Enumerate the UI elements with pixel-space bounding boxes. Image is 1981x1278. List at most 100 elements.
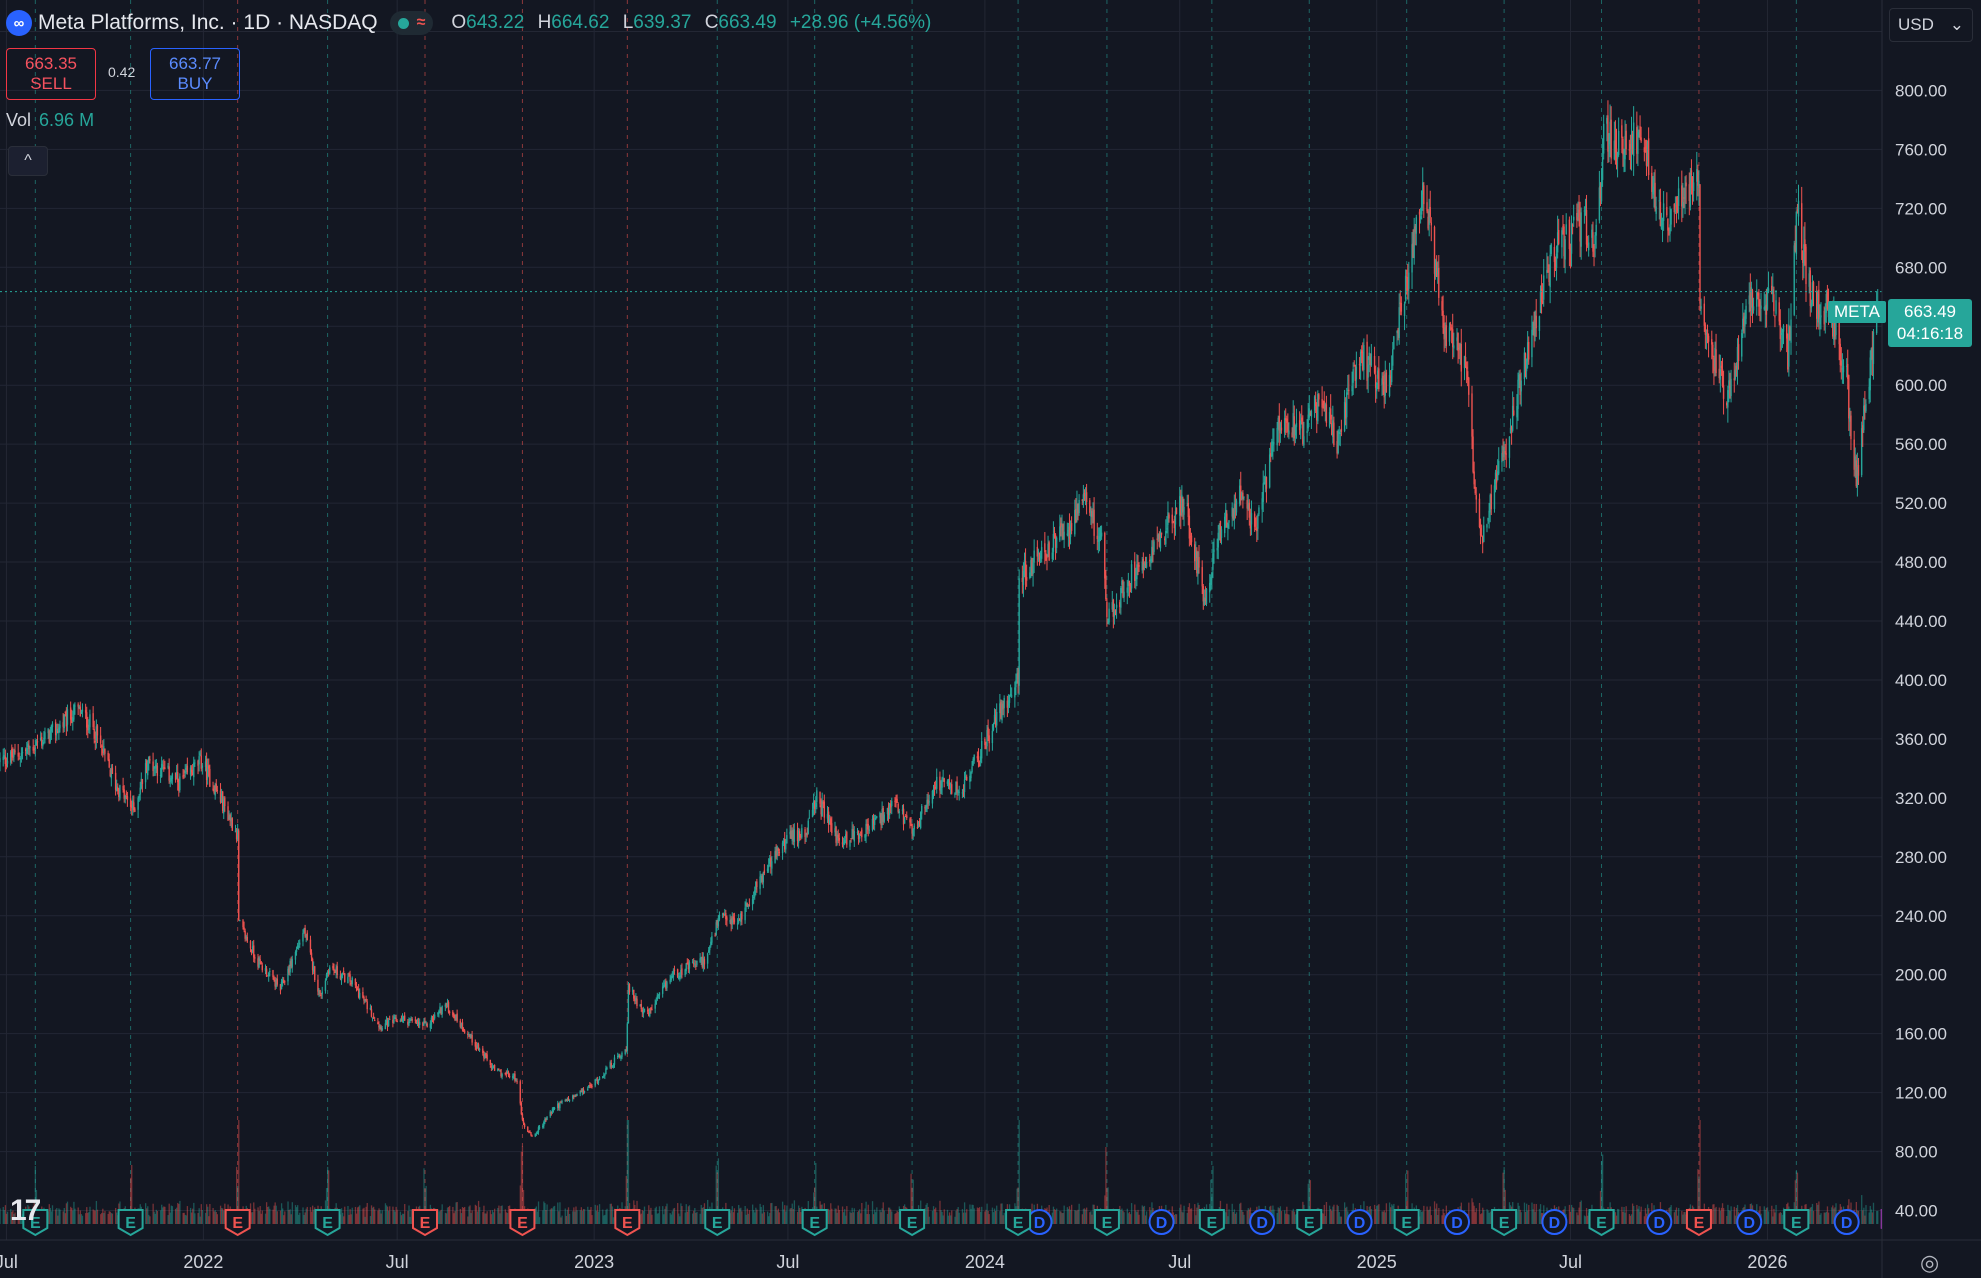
candle-body [395,1017,397,1022]
candle-body [1629,143,1632,150]
volume-bar [994,1210,997,1224]
volume-bar [470,1213,472,1224]
volume-bar [407,1210,409,1224]
volume-bar [927,1206,929,1224]
candle-body [1516,405,1518,418]
collapse-legend-button[interactable]: ^ [8,146,48,176]
volume-bar [1831,1207,1833,1224]
candle-body [238,830,240,921]
candle-body [1385,372,1388,392]
volume-bar [1811,1203,1814,1224]
volume-bar [373,1206,375,1224]
candle-body [679,975,681,978]
candle-body [1055,537,1058,548]
marker-label: E [517,1215,528,1232]
candle-body [1606,117,1608,124]
marker-label: D [1549,1215,1561,1232]
candle-body [1397,328,1399,334]
volume-bar [1771,1205,1773,1224]
candle-body [1413,228,1415,259]
candle-body [62,722,64,727]
candle-body [646,1009,649,1012]
candle-body [1023,559,1026,571]
volume-bar [148,1214,150,1224]
candle-body [29,746,31,748]
market-status-pill[interactable]: ≈ [389,11,434,35]
volume-bar [393,1209,395,1224]
volume-bar [755,1207,757,1224]
candle-body [1490,494,1492,510]
candle-body [1329,408,1332,420]
candle-body [1463,355,1466,369]
candle-body [1475,495,1477,500]
candle-body [514,1073,516,1081]
candle-body [1113,611,1116,617]
candle-body [1449,323,1452,325]
candle-body [1420,190,1423,215]
volume-bar [680,1203,682,1224]
candle-body [299,942,301,945]
volume-bar [96,1209,99,1224]
volume-bar [358,1206,360,1224]
candle-body [1029,572,1031,579]
volume-bar [201,1210,204,1224]
volume-bar [6,1211,9,1224]
candle-body [1173,519,1176,529]
candle-body [1399,302,1401,304]
candle-body [902,808,905,825]
candle-body [19,758,22,760]
candle-body [1352,369,1354,383]
candle-body [1398,307,1400,338]
candle-body [250,949,253,953]
volume-bar [1736,1204,1739,1224]
candle-body [1126,587,1128,593]
candle-body [44,732,46,739]
volume-bar [1141,1205,1143,1224]
volume-bar [377,1210,379,1224]
candle-body [1518,374,1520,381]
candle-body [3,755,5,758]
y-tick-label: 120.00 [1895,1084,1947,1103]
candle-body [170,777,172,782]
volume-bar [1076,1210,1078,1224]
volume-bar [1812,1210,1815,1224]
symbol-title[interactable]: Meta Platforms, Inc. · 1D · NASDAQ [38,11,378,34]
volume-bar [679,1216,681,1224]
candle-body [1404,275,1407,300]
candle-body [606,1068,608,1070]
volume-bar [1346,1206,1348,1224]
candle-body [1189,536,1192,538]
candle-body [77,704,79,707]
volume-bar [1294,1214,1297,1224]
volume-bar [310,1211,313,1224]
volume-bar [1532,1209,1534,1224]
candle-body [542,1125,544,1128]
candle-body [1456,337,1458,342]
volume-bar [594,1204,596,1224]
volume-bar [177,1202,179,1224]
candle-body [1659,201,1662,226]
candle-body [1017,672,1019,684]
volume-bar [883,1210,885,1224]
buy-button[interactable]: 663.77 BUY [150,48,240,100]
candle-body [1021,577,1024,582]
candle-body [339,975,342,979]
candle-body [913,825,915,830]
y-axis-panel [1882,0,1981,1278]
volume-bar [815,1162,817,1224]
chart-settings-icon[interactable]: ◎ [1920,1250,1940,1275]
volume-bar [1174,1213,1177,1224]
sell-button[interactable]: 663.35 SELL [6,48,96,100]
candle-body [1450,327,1453,330]
candle-body [354,978,357,986]
candle-body [402,1016,405,1019]
candle-body [696,960,698,966]
volume-bar [1188,1203,1191,1224]
candle-body [364,1000,366,1002]
candle-body [119,785,121,799]
currency-select[interactable]: USD ⌄ [1889,8,1973,42]
candle-body [1195,551,1197,559]
volume-bar [159,1210,162,1224]
volume-bar [933,1209,936,1224]
